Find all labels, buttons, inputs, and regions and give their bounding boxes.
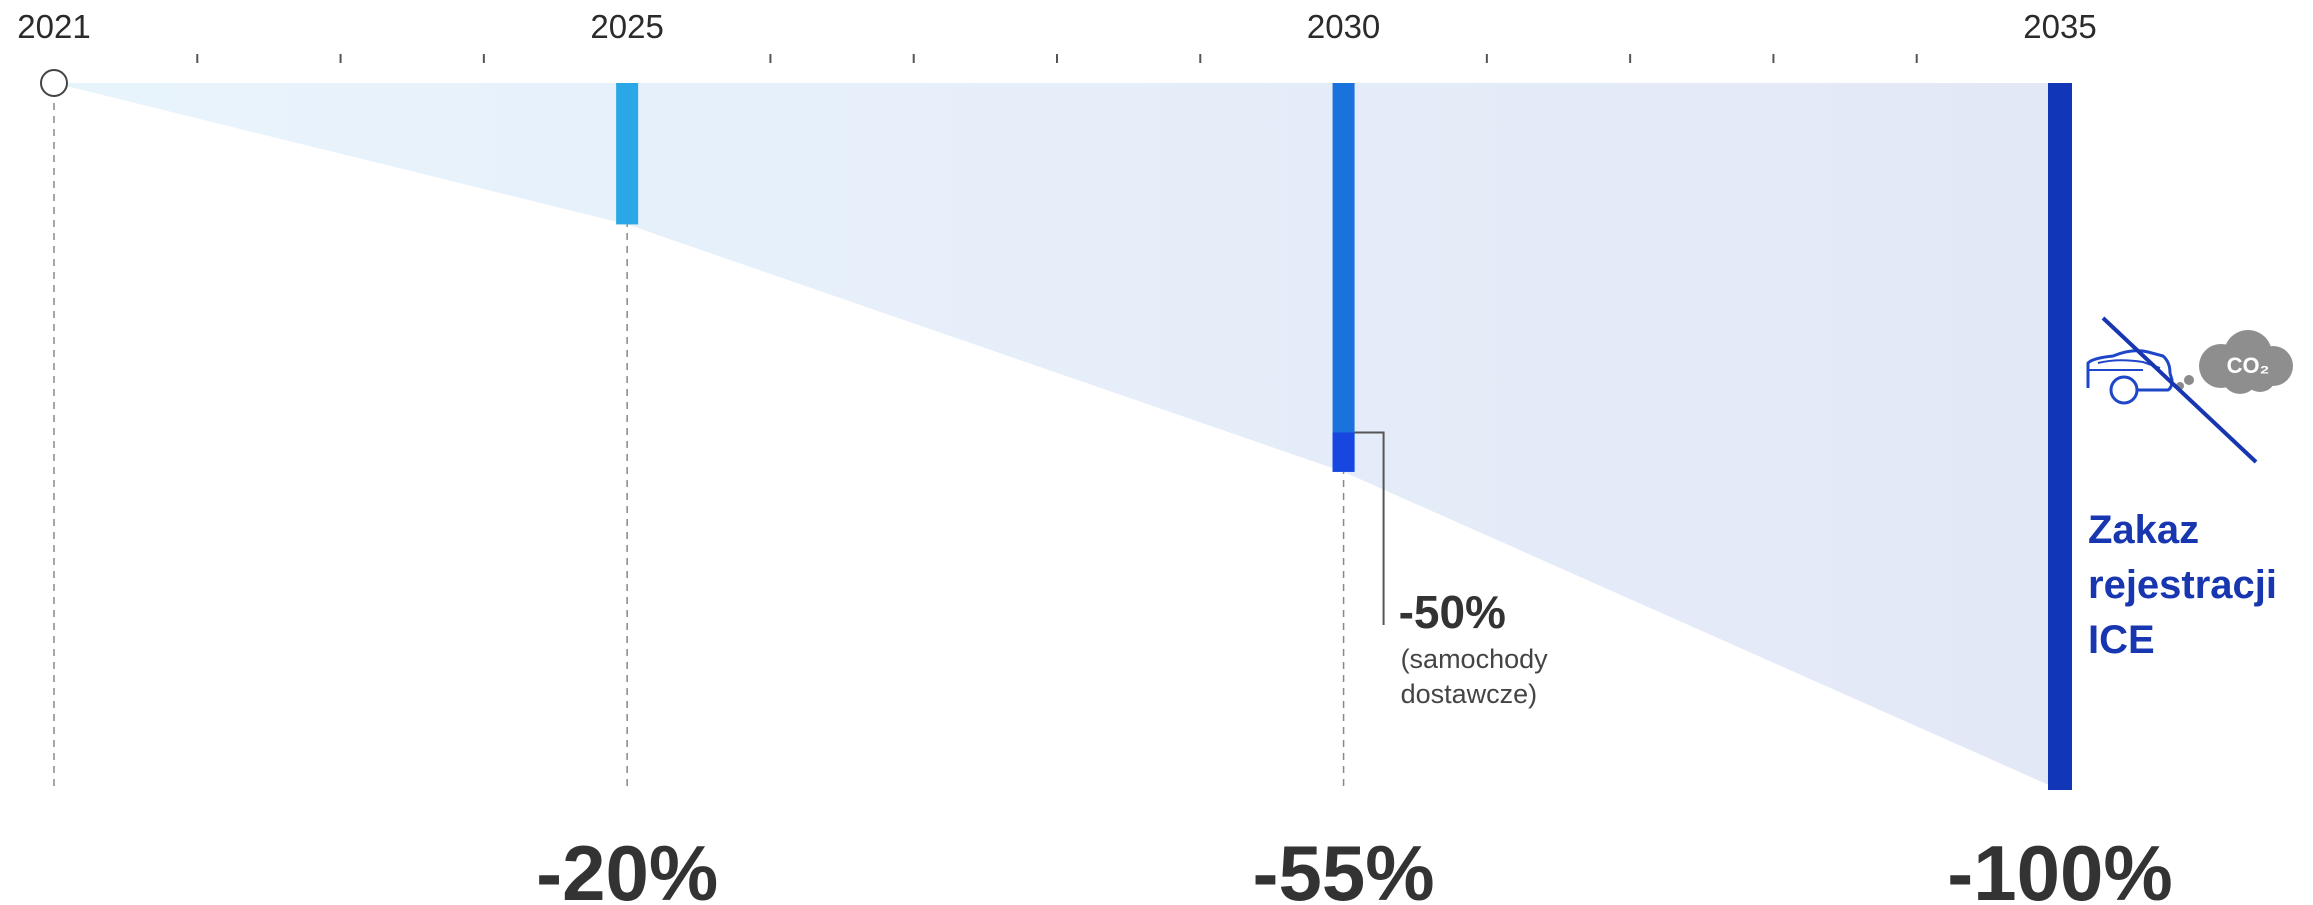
ice-ban-label-line-3: ICE: [2088, 618, 2155, 662]
milestone-value-labels: -20% -55% -100%: [536, 829, 2173, 905]
x-tick-label-2030: 2030: [1307, 8, 1380, 45]
co2-text: CO₂: [2227, 353, 2270, 378]
annotation-leader-line: [1354, 431, 1385, 625]
milestone-value-2035: -100%: [1947, 829, 2172, 905]
milestone-bar-2030: [1332, 83, 1355, 472]
vans-annotation: -50% (samochody dostawcze): [1332, 431, 1549, 709]
milestone-value-2030: -55%: [1253, 829, 1435, 905]
milestone-bars: [616, 83, 2072, 790]
x-tick-label-2035: 2035: [2023, 8, 2096, 45]
x-axis-ticks: [196, 54, 1918, 63]
ice-ban-label-line-2: rejestracji: [2088, 563, 2277, 607]
x-tick-label-2021: 2021: [17, 8, 90, 45]
ice-ban-label: Zakaz rejestracji ICE: [2088, 508, 2277, 662]
vans-marker-segment: [1332, 432, 1355, 472]
x-axis-tick-labels: 2021 2025 2030 2035: [17, 8, 2096, 45]
milestone-bar-2025: [616, 83, 639, 225]
annotation-note-line-1: (samochody: [1401, 644, 1549, 674]
milestone-bar-2035: [2048, 83, 2072, 790]
reduction-area: [54, 83, 2060, 790]
co2-cloud-icon: CO₂: [2199, 330, 2293, 394]
annotation-note-line-2: dostawcze): [1401, 679, 1538, 709]
annotation-value-label: -50%: [1399, 586, 1506, 638]
x-tick-label-2025: 2025: [590, 8, 663, 45]
start-point-marker: [40, 69, 68, 97]
milestone-value-2025: -20%: [536, 829, 718, 905]
ice-ban-label-line-1: Zakaz: [2088, 508, 2199, 552]
car-co2-crossed-icon: CO₂: [2086, 316, 2293, 464]
